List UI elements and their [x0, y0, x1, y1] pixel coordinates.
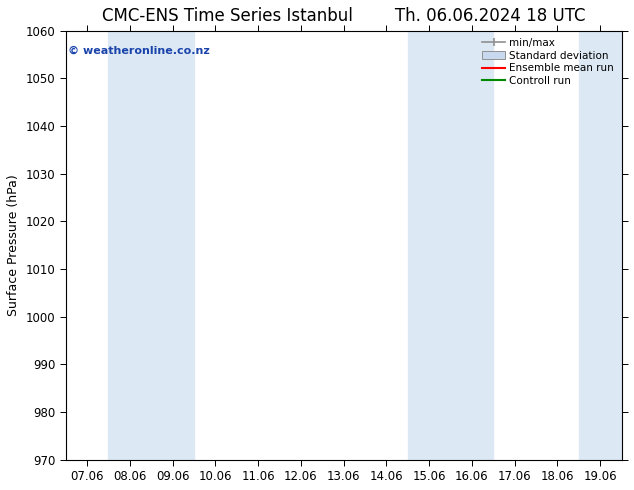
Legend: min/max, Standard deviation, Ensemble mean run, Controll run: min/max, Standard deviation, Ensemble me… [481, 36, 616, 88]
Y-axis label: Surface Pressure (hPa): Surface Pressure (hPa) [7, 174, 20, 316]
Title: CMC-ENS Time Series Istanbul        Th. 06.06.2024 18 UTC: CMC-ENS Time Series Istanbul Th. 06.06.2… [102, 7, 585, 25]
Bar [408, 31, 493, 460]
Bar [108, 31, 194, 460]
Bar [579, 31, 621, 460]
Text: © weatheronline.co.nz: © weatheronline.co.nz [68, 46, 210, 56]
